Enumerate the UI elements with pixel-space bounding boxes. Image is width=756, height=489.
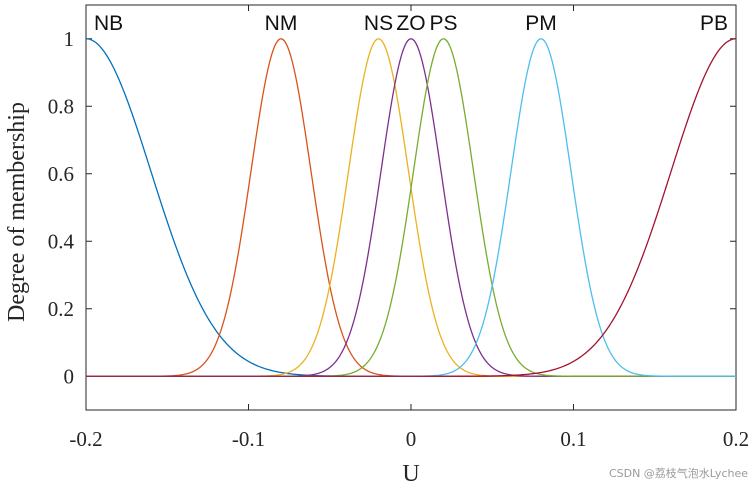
x-tick-label: 0.1 (560, 427, 586, 451)
y-axis-title: Degree of membership (4, 102, 30, 322)
curve-label-ps: PS (429, 12, 457, 35)
x-tick-label: 0.2 (723, 427, 749, 451)
curve-label-nb: NB (94, 12, 123, 35)
y-tick-label: 1 (64, 27, 75, 51)
curves (85, 38, 737, 377)
curve-label-pm: PM (525, 12, 557, 35)
curve-label-pb: PB (700, 12, 728, 35)
x-tick-label: -0.2 (69, 427, 102, 451)
curve-label-ns: NS (364, 12, 393, 35)
plot-area (85, 4, 737, 411)
curve-label-zo: ZO (396, 12, 425, 35)
y-tick-label: 0.6 (48, 162, 74, 186)
series-line-pb (86, 38, 737, 377)
y-tick-label: 0 (64, 364, 75, 388)
y-tick-label: 0.2 (48, 297, 74, 321)
x-tick-label: 0 (406, 427, 417, 451)
y-tick-label: 0.8 (48, 94, 74, 118)
watermark: CSDN @荔枝气泡水Lychee (608, 467, 748, 480)
x-tick-label: -0.1 (232, 427, 265, 451)
curve-labels: NB NM NS ZO PS PM PB (94, 12, 728, 35)
y-tick-label: 0.4 (48, 229, 75, 253)
curve-label-nm: NM (265, 12, 298, 35)
x-axis-title: U (402, 461, 419, 487)
